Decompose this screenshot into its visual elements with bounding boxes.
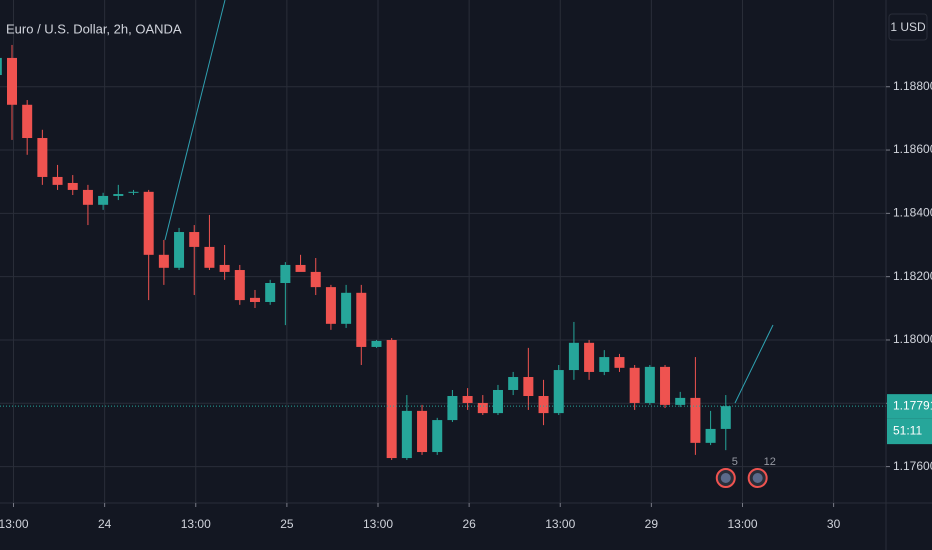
- x-tick-label: 26: [462, 517, 476, 531]
- candle-body: [660, 366, 671, 405]
- candle-body: [113, 194, 124, 196]
- grid: [0, 0, 886, 503]
- candle-body: [189, 232, 200, 247]
- chart-title: Euro / U.S. Dollar, 2h, OANDA: [6, 21, 182, 36]
- countdown-label: 51:11: [893, 423, 922, 437]
- axes: 1.176001.178001.180001.182001.184001.186…: [0, 79, 932, 531]
- x-tick-label: 13:00: [545, 517, 575, 531]
- candle-body: [128, 191, 139, 193]
- trend-line: [164, 0, 226, 241]
- candle-body: [371, 340, 382, 347]
- candle-body: [265, 282, 276, 302]
- candle-body: [174, 232, 185, 268]
- candle-body: [356, 292, 367, 347]
- x-tick-label: 25: [280, 517, 294, 531]
- candle-body: [67, 182, 78, 190]
- currency-label[interactable]: 1 USD: [890, 20, 926, 34]
- candle-body: [143, 191, 154, 255]
- x-tick-label: 13:00: [0, 517, 29, 531]
- candle-body: [599, 357, 610, 372]
- candle-body: [553, 370, 564, 414]
- y-tick-label: 1.18800: [893, 79, 932, 93]
- candle-body: [432, 420, 443, 453]
- candle-body: [386, 339, 397, 459]
- countdown-tag: [887, 418, 932, 445]
- x-tick-label: 13:00: [727, 517, 757, 531]
- x-tick-label: 29: [645, 517, 659, 531]
- last-price-tag: [887, 394, 932, 419]
- candle-body: [325, 287, 336, 324]
- event-count: 5: [732, 456, 738, 468]
- candle-body: [22, 104, 33, 139]
- candle-body: [295, 264, 306, 272]
- candle-body: [219, 264, 230, 272]
- x-tick-label: 24: [98, 517, 112, 531]
- candle-body: [204, 246, 215, 268]
- candle-body: [234, 270, 245, 301]
- candle-body: [6, 57, 17, 105]
- x-tick-label: 13:00: [181, 517, 211, 531]
- event-flag: [752, 473, 763, 483]
- candle-body: [629, 367, 640, 403]
- candle-body: [0, 57, 2, 76]
- candle-body: [401, 410, 412, 459]
- candle-body: [462, 396, 473, 403]
- candle-body: [82, 189, 93, 205]
- candle-body: [523, 377, 534, 397]
- candle-body: [477, 402, 488, 414]
- x-tick-label: 13:00: [363, 517, 393, 531]
- overlay: 5 12: [0, 405, 886, 488]
- candle-body: [249, 297, 260, 302]
- candle-body: [280, 264, 291, 283]
- candle-body: [584, 342, 595, 372]
- candle-body: [158, 254, 169, 268]
- y-tick-label: 1.18600: [893, 142, 932, 156]
- trend-line: [734, 324, 774, 404]
- candle-body: [341, 292, 352, 324]
- candle-body: [644, 366, 655, 403]
- y-tick-label: 1.18200: [893, 269, 932, 283]
- candles: [0, 44, 731, 460]
- candle-body: [310, 271, 321, 288]
- y-tick-label: 1.18400: [893, 206, 932, 220]
- event-count: 12: [764, 456, 776, 468]
- candle-body: [508, 377, 519, 390]
- candle-body: [538, 396, 549, 414]
- y-tick-label: 1.17600: [893, 459, 932, 473]
- candle-body: [447, 396, 458, 421]
- event-flag: [720, 473, 731, 483]
- candle-body: [417, 410, 428, 453]
- candle-body: [52, 176, 63, 185]
- candle-body: [690, 397, 701, 443]
- y-tick-label: 1.18000: [893, 332, 932, 346]
- candle-body: [492, 389, 503, 414]
- last-price-label: 1.17791: [893, 398, 932, 412]
- candle-body: [614, 357, 625, 368]
- candle-body: [705, 428, 716, 443]
- currency-button[interactable]: [888, 13, 928, 41]
- candle-body: [98, 195, 109, 205]
- candle-body: [675, 397, 686, 405]
- candle-body: [37, 138, 48, 177]
- x-tick-label: 30: [827, 517, 841, 531]
- candle-body: [568, 342, 579, 371]
- candle-body: [720, 406, 731, 429]
